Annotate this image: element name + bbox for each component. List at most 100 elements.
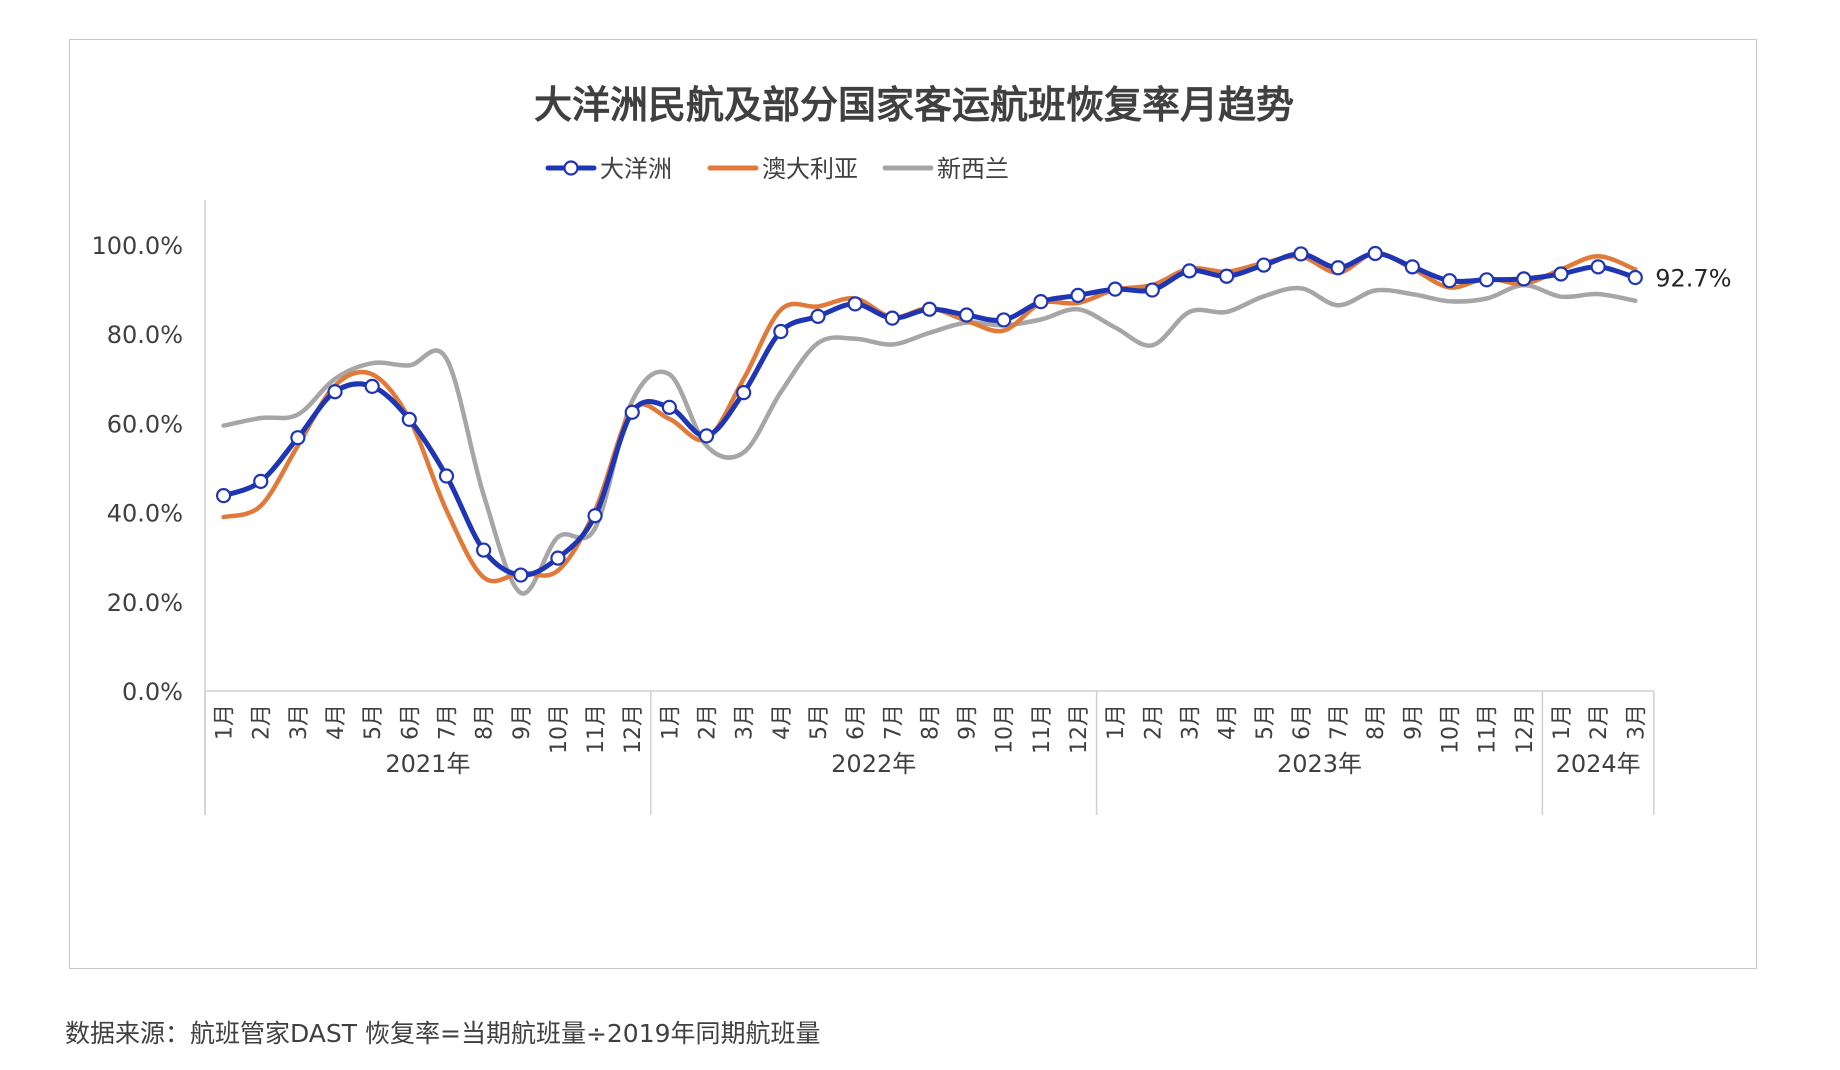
legend-label: 澳大利亚 [762, 155, 858, 183]
x-tick-label: 7月 [881, 704, 906, 740]
data-point [847, 296, 863, 312]
data-point [1330, 260, 1346, 276]
data-point [1479, 272, 1495, 288]
x-tick-label: 11月 [1030, 704, 1055, 754]
data-point [1404, 259, 1420, 275]
x-tick-label: 3月 [1178, 704, 1203, 740]
x-tick-label: 8月 [1364, 704, 1389, 740]
data-point [736, 385, 752, 401]
data-point [698, 428, 715, 444]
data-point [1516, 271, 1532, 287]
data-point [215, 488, 232, 504]
data-point [1181, 263, 1198, 279]
data-point [1293, 246, 1309, 262]
y-tick-label: 80.0% [107, 321, 183, 349]
x-group-label: 2021年 [385, 750, 470, 778]
series-layer [215, 245, 1643, 596]
data-point [476, 542, 492, 558]
data-point [1553, 266, 1569, 282]
data-point [1033, 294, 1049, 310]
x-tick-label: 5月 [807, 704, 832, 740]
x-tick-label: 11月 [584, 704, 609, 754]
chart-frame: 大洋洲民航及部分国家客运航班恢复率月趋势 大洋洲 澳大利亚 新西兰 0.0% 20.0… [69, 39, 1757, 969]
x-tick-label: 5月 [361, 704, 386, 740]
x-tick-label: 12月 [621, 704, 646, 754]
data-point [550, 550, 566, 566]
data-point [1441, 273, 1458, 289]
x-tick-label: 12月 [1513, 704, 1538, 754]
source-note: 数据来源：航班管家DAST 恢复率=当期航班量÷2019年同期航班量 [65, 1019, 821, 1048]
y-tick-label: 40.0% [107, 500, 183, 528]
series-line-0 [221, 250, 1638, 578]
y-tick-label: 0.0% [122, 678, 183, 706]
legend: 大洋洲 澳大利亚 新西兰 [545, 155, 1009, 183]
y-tick-label: 60.0% [107, 410, 183, 438]
axes: 0.0% 20.0% 40.0% 60.0% 80.0% 100.0% 1月 2月 3月 4月 5月… [91, 200, 1655, 815]
data-point [327, 384, 343, 400]
x-tick-label: 7月 [435, 704, 460, 740]
x-tick-label: 1月 [658, 704, 683, 740]
x-tick-label: 11月 [1476, 704, 1501, 754]
data-point [513, 567, 529, 583]
x-tick-label: 9月 [1401, 704, 1426, 740]
data-point [1367, 245, 1383, 262]
x-tick-label: 5月 [1253, 704, 1278, 740]
data-point [958, 307, 975, 323]
legend-label: 新西兰 [937, 155, 1009, 183]
data-point [587, 508, 603, 524]
legend-marker [563, 160, 579, 176]
x-tick-label: 7月 [1327, 704, 1352, 740]
x-tick-label: 1月 [1104, 704, 1129, 740]
x-tick-label: 4月 [1216, 704, 1241, 740]
data-point [773, 323, 789, 340]
x-tick-label: 9月 [510, 704, 535, 740]
x-tick-label: 2月 [696, 704, 721, 740]
x-tick-label: 10月 [993, 704, 1018, 754]
series-line-2 [221, 282, 1638, 596]
data-point [996, 312, 1012, 328]
data-point [253, 473, 269, 489]
x-group-label: 2024年 [1556, 750, 1641, 778]
data-point [1144, 282, 1160, 298]
data-point [1590, 259, 1606, 275]
x-tick-label: 8月 [473, 704, 498, 740]
x-tick-label: 12月 [1067, 704, 1092, 754]
x-tick-label: 6月 [398, 704, 423, 740]
x-tick-label: 3月 [733, 704, 758, 740]
y-tick-label: 100.0% [91, 232, 183, 260]
data-point [1219, 268, 1235, 284]
data-point [438, 468, 455, 484]
data-point [810, 308, 826, 324]
legend-label: 大洋洲 [600, 155, 672, 183]
data-point [884, 310, 900, 326]
x-tick-label: 6月 [844, 704, 869, 740]
x-tick-label: 2月 [1141, 704, 1166, 740]
x-tick-label: 9月 [956, 704, 981, 740]
data-point [624, 404, 640, 420]
x-tick-label: 3月 [1624, 704, 1649, 740]
data-point [290, 430, 306, 446]
x-group-label: 2022年 [831, 750, 916, 778]
data-point [1070, 287, 1086, 303]
data-point [401, 411, 417, 427]
x-tick-label: 1月 [1550, 704, 1575, 740]
x-tick-label: 3月 [287, 704, 312, 740]
x-tick-label: 2月 [250, 704, 275, 740]
x-tick-label: 2月 [1587, 704, 1612, 740]
line-chart: 大洋洲民航及部分国家客运航班恢复率月趋势 大洋洲 澳大利亚 新西兰 0.0% 20.0… [91, 83, 1732, 815]
x-tick-label: 10月 [547, 704, 572, 754]
x-tick-label: 4月 [324, 704, 349, 740]
data-point [921, 301, 938, 317]
chart-title: 大洋洲民航及部分国家客运航班恢复率月趋势 [534, 83, 1294, 127]
y-tick-label: 20.0% [107, 589, 183, 617]
x-tick-label: 8月 [918, 704, 943, 740]
data-point [1107, 281, 1123, 297]
x-tick-label: 4月 [770, 704, 795, 740]
data-point [1256, 257, 1272, 273]
end-value-label: 92.7% [1655, 265, 1731, 293]
x-tick-label: 6月 [1290, 704, 1315, 740]
data-point [661, 399, 677, 415]
data-point [364, 378, 380, 394]
x-group-label: 2023年 [1277, 750, 1362, 778]
x-tick-label: 1月 [213, 704, 238, 740]
